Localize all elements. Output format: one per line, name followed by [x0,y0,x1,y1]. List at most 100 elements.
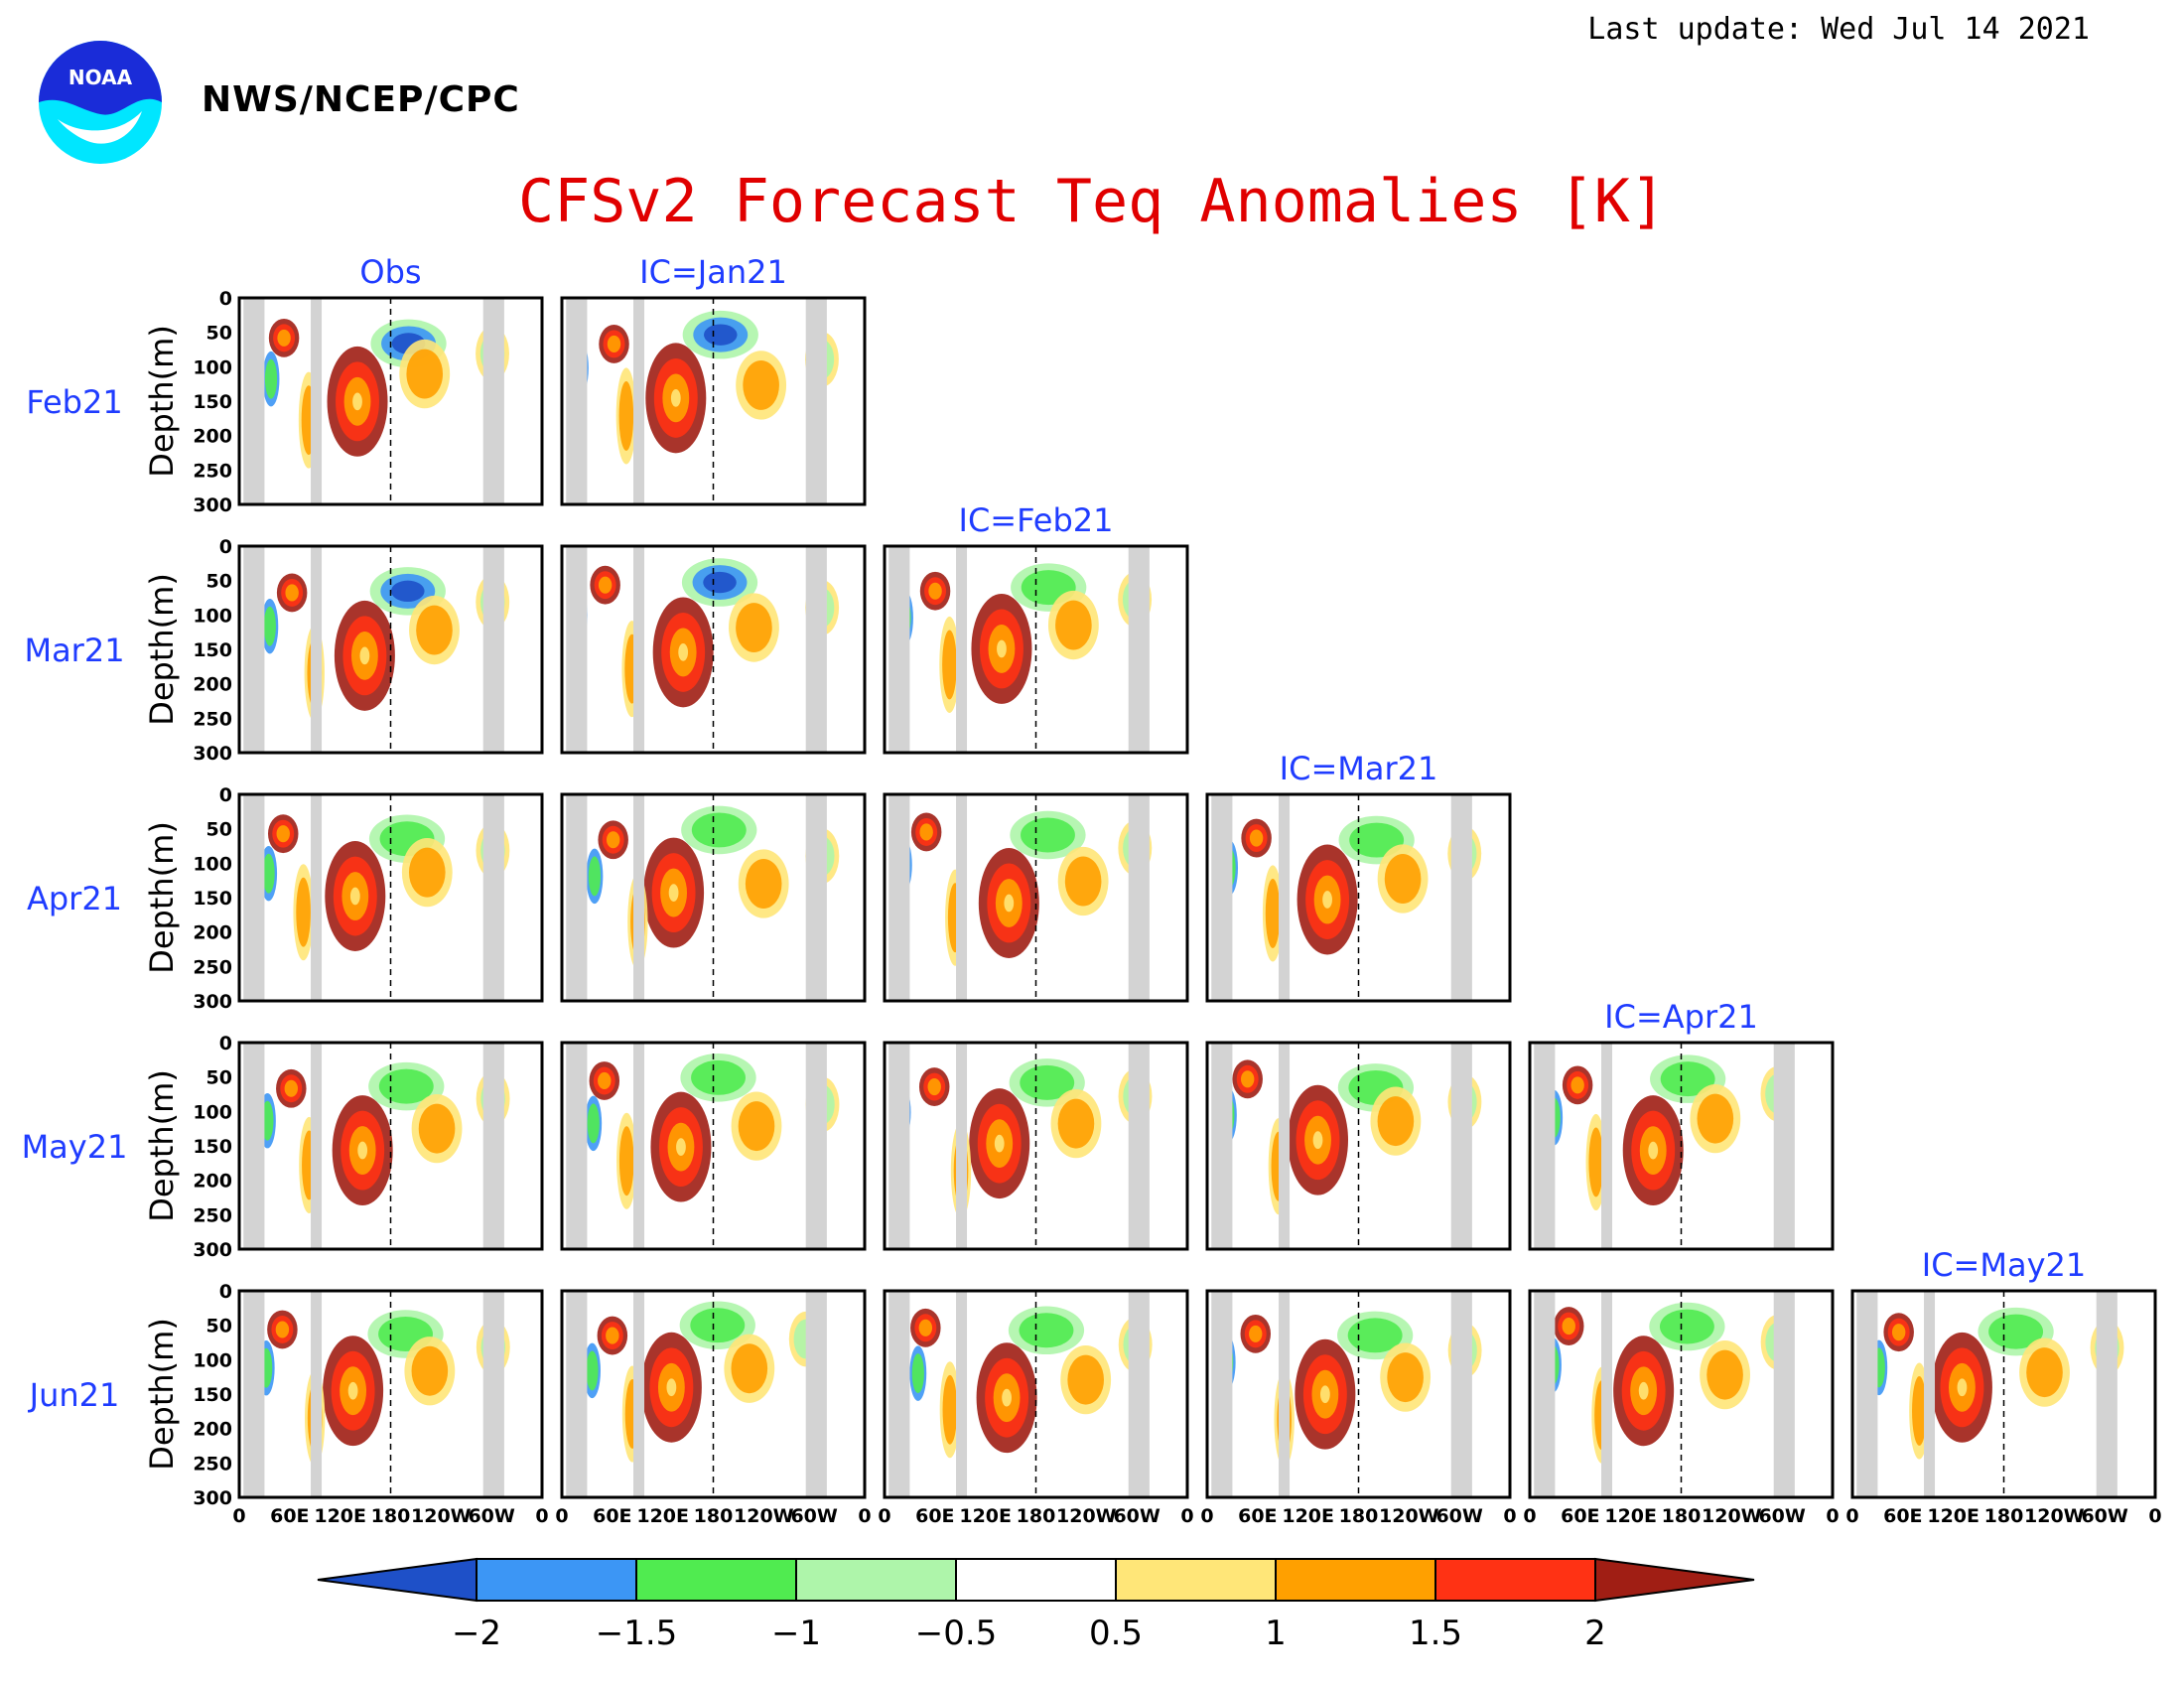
y-tick-label: 50 [206,1316,232,1337]
y-tick-label: 150 [193,639,232,661]
x-tick-label: 0 [2148,1505,2161,1527]
land-mask [1128,546,1150,753]
column-title: Obs [359,253,421,291]
land-mask [566,546,588,753]
land-mask [1601,1043,1613,1249]
x-tick-label: 0 [1200,1505,1213,1527]
y-tick-label: 100 [193,605,232,627]
land-mask [1450,1291,1472,1497]
land-mask [805,298,827,504]
x-tick-label: 60W [1435,1505,1482,1527]
land-mask [1128,1043,1150,1249]
panel [239,1291,542,1497]
x-tick-label: 0 [1845,1505,1858,1527]
land-mask [1279,1043,1291,1249]
x-tick-label: 0 [555,1505,568,1527]
panel-frame [237,1289,544,1499]
panel-frame [237,1041,544,1251]
panel-frame [560,296,867,506]
y-tick-label: 50 [206,819,232,841]
colorbar-label: 0.5 [1089,1614,1143,1653]
x-tick-label: 0 [1523,1505,1536,1527]
panel [1852,1291,2155,1497]
x-tick-label: 60E [1238,1505,1277,1527]
colorbar-label: 2 [1584,1614,1606,1653]
panel [1207,1043,1510,1249]
y-tick-label: 200 [193,674,232,696]
land-mask [311,546,323,753]
y-tick-label: 250 [193,708,232,730]
land-mask [805,1043,827,1249]
y-axis-label: Depth(m) [143,1069,181,1222]
colorbar-segment [795,1558,957,1602]
colorbar-segment [476,1558,637,1602]
panel [1207,1291,1510,1497]
panel [562,298,865,504]
row-label: Jun21 [28,1376,120,1414]
land-mask [633,546,645,753]
panel-frame [560,544,867,755]
x-tick-label: 120W [1379,1505,1439,1527]
y-tick-label: 250 [193,460,232,482]
colorbar-segment [955,1558,1117,1602]
row-label: May21 [22,1128,128,1166]
panel-frame [237,544,544,755]
land-mask [633,298,645,504]
land-mask [2096,1291,2117,1497]
noaa-logo-text: NOAA [68,66,133,89]
y-tick-label: 0 [219,1033,232,1055]
colorbar-label: −0.5 [915,1614,998,1653]
y-tick-label: 50 [206,571,232,593]
land-mask [1450,1043,1472,1249]
x-tick-label: 120E [1604,1505,1657,1527]
land-mask [566,1043,588,1249]
y-tick-label: 100 [193,853,232,875]
x-tick-label: 0 [878,1505,890,1527]
y-tick-label: 0 [219,288,232,310]
panel [239,298,542,504]
panel-frame [1205,792,1512,1003]
x-tick-label: 60E [915,1505,954,1527]
row-label: Mar21 [24,632,124,669]
land-mask [956,546,968,753]
land-mask [243,1291,265,1497]
land-mask [956,1291,968,1497]
x-tick-label: 0 [1180,1505,1193,1527]
row-label: Apr21 [27,880,122,917]
x-tick-label: 120E [636,1505,689,1527]
land-mask [482,794,504,1001]
land-mask [888,794,910,1001]
land-mask [1279,1291,1291,1497]
x-tick-label: 60W [1758,1505,1805,1527]
land-mask [956,794,968,1001]
anomaly-field [1221,815,1482,962]
column-title: IC=Apr21 [1604,998,1758,1036]
colorbar-left-arrow [317,1557,478,1603]
y-tick-label: 150 [193,1384,232,1406]
land-mask [1856,1291,1878,1497]
panel-frame [560,792,867,1003]
x-tick-label: 120W [734,1505,794,1527]
colorbar-segment [1275,1558,1436,1602]
land-mask [566,794,588,1001]
colorbar-label: −1.5 [596,1614,678,1653]
y-tick-label: 50 [206,323,232,345]
panel [239,794,542,1001]
row-label: Feb21 [26,383,122,421]
land-mask [1128,1291,1150,1497]
y-tick-label: 50 [206,1067,232,1089]
land-mask [888,1291,910,1497]
land-mask [311,794,323,1001]
panel [1207,794,1510,1001]
panel-frame [237,296,544,506]
land-mask [888,546,910,753]
panel [885,546,1187,753]
x-tick-label: 0 [535,1505,548,1527]
x-tick-label: 120W [1702,1505,1762,1527]
y-tick-label: 250 [193,1453,232,1475]
column-title: IC=Feb21 [959,501,1114,539]
x-tick-label: 0 [1503,1505,1516,1527]
y-tick-label: 150 [193,391,232,413]
panel-frame [883,544,1189,755]
